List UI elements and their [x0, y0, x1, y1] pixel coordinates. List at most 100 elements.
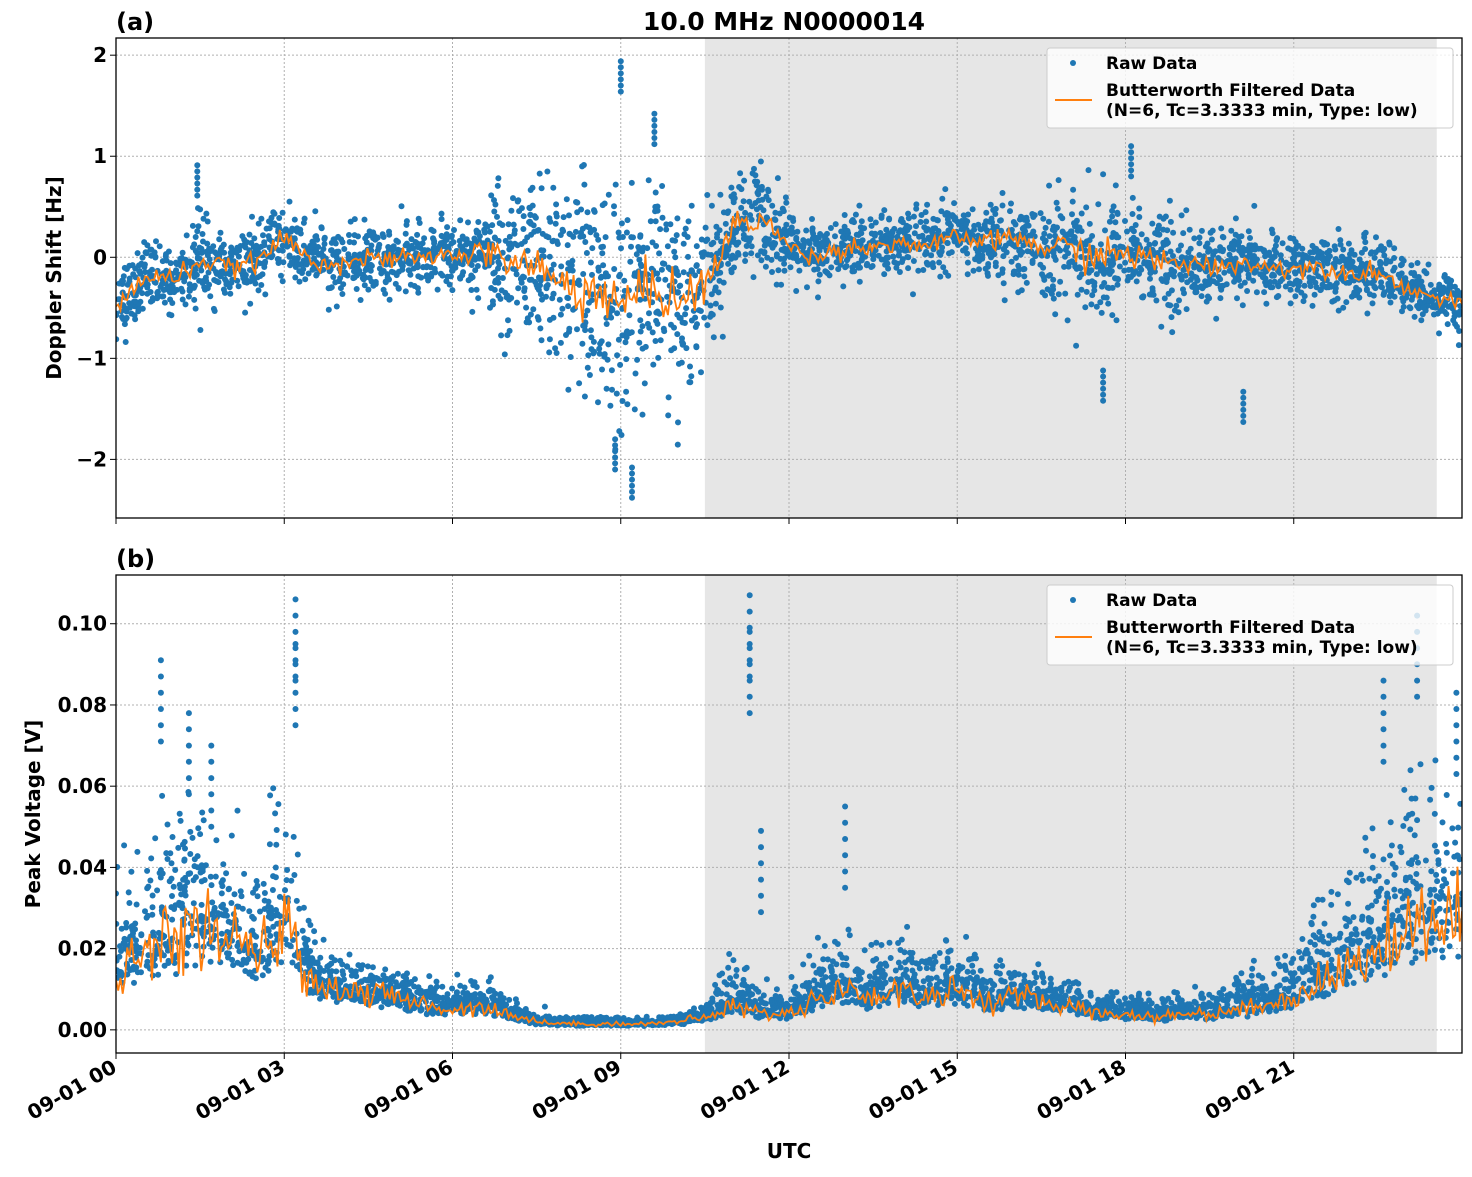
- chart-title: 10.0 MHz N0000014: [643, 7, 925, 36]
- raw-data-point: [508, 295, 514, 301]
- raw-data-point: [1160, 240, 1166, 246]
- raw-data-point: [354, 286, 360, 292]
- raw-data-point: [248, 970, 254, 976]
- raw-data-point: [412, 976, 418, 982]
- raw-data-point: [228, 900, 234, 906]
- raw-data-point: [192, 963, 198, 969]
- raw-data-point: [653, 338, 659, 344]
- raw-data-point: [466, 240, 472, 246]
- raw-data-point: [159, 294, 165, 300]
- raw-data-point: [1046, 219, 1052, 225]
- raw-data-point: [694, 243, 700, 249]
- raw-data-point: [1199, 228, 1205, 234]
- raw-data-point: [851, 219, 857, 225]
- raw-data-point: [270, 785, 276, 791]
- raw-data-point: [492, 270, 498, 276]
- raw-data-point: [759, 184, 765, 190]
- raw-data-point: [526, 319, 532, 325]
- raw-data-point: [1319, 256, 1325, 262]
- raw-data-point: [1085, 279, 1091, 285]
- y-tick-label: 0: [93, 245, 107, 269]
- raw-data-point: [652, 208, 658, 214]
- raw-data-point: [278, 273, 284, 279]
- raw-data-point: [558, 232, 564, 238]
- raw-data-point: [439, 216, 445, 222]
- raw-data-point: [628, 244, 634, 250]
- raw-data-point: [1390, 268, 1396, 274]
- raw-data-point: [169, 893, 175, 899]
- raw-data-point: [537, 325, 543, 331]
- raw-data-point: [213, 874, 219, 880]
- raw-data-point: [386, 1001, 392, 1007]
- raw-data-point: [1254, 289, 1260, 295]
- raw-data-point: [1240, 389, 1246, 395]
- raw-data-point: [249, 214, 255, 220]
- raw-data-point: [807, 241, 813, 247]
- raw-data-point: [143, 249, 149, 255]
- raw-data-point: [520, 226, 526, 232]
- raw-data-point: [613, 182, 619, 188]
- raw-data-point: [1335, 296, 1341, 302]
- raw-data-point: [1399, 308, 1405, 314]
- raw-data-point: [550, 238, 556, 244]
- raw-data-point: [218, 273, 224, 279]
- raw-data-point: [294, 898, 300, 904]
- raw-data-point: [273, 842, 279, 848]
- raw-data-point: [962, 227, 968, 233]
- raw-data-point: [424, 263, 430, 269]
- raw-data-point: [267, 933, 273, 939]
- raw-data-point: [643, 344, 649, 350]
- raw-data-point: [793, 255, 799, 261]
- raw-data-point: [1002, 297, 1008, 303]
- raw-data-point: [138, 931, 144, 937]
- raw-data-point: [446, 260, 452, 266]
- raw-data-point: [714, 235, 720, 241]
- raw-data-point: [120, 278, 126, 284]
- raw-data-point: [677, 283, 683, 289]
- raw-data-point: [550, 185, 556, 191]
- raw-data-point: [1024, 218, 1030, 224]
- raw-data-point: [502, 351, 508, 357]
- raw-data-point: [547, 317, 553, 323]
- raw-data-point: [1152, 241, 1158, 247]
- raw-data-point: [775, 267, 781, 273]
- raw-data-point: [224, 913, 230, 919]
- raw-data-point: [663, 227, 669, 233]
- raw-data-point: [728, 185, 734, 191]
- raw-data-point: [506, 997, 512, 1003]
- raw-data-point: [709, 241, 715, 247]
- raw-data-point: [651, 117, 657, 123]
- raw-data-point: [1212, 248, 1218, 254]
- raw-data-point: [881, 271, 887, 277]
- raw-data-point: [439, 233, 445, 239]
- raw-data-point: [1041, 231, 1047, 237]
- raw-data-point: [216, 236, 222, 242]
- raw-data-point: [769, 203, 775, 209]
- raw-data-point: [1069, 258, 1075, 264]
- raw-data-point: [413, 239, 419, 245]
- raw-data-point: [347, 239, 353, 245]
- raw-data-point: [637, 232, 643, 238]
- raw-data-point: [1019, 249, 1025, 255]
- raw-data-point: [291, 834, 297, 840]
- raw-data-point: [203, 275, 209, 281]
- raw-data-point: [1056, 177, 1062, 183]
- raw-data-point: [198, 246, 204, 252]
- raw-data-point: [570, 234, 576, 240]
- raw-data-point: [591, 339, 597, 345]
- raw-data-point: [265, 903, 271, 909]
- raw-data-point: [1128, 274, 1134, 280]
- raw-data-point: [707, 314, 713, 320]
- raw-data-point: [1327, 253, 1333, 259]
- raw-data-point: [440, 273, 446, 279]
- raw-data-point: [160, 258, 166, 264]
- y-tick-label: 2: [93, 43, 107, 67]
- raw-data-point: [780, 206, 786, 212]
- raw-data-point: [612, 467, 618, 473]
- raw-data-point: [1208, 230, 1214, 236]
- raw-data-point: [395, 239, 401, 245]
- raw-data-point: [1176, 297, 1182, 303]
- raw-data-point: [1110, 285, 1116, 291]
- raw-data-point: [479, 994, 485, 1000]
- raw-data-point: [407, 272, 413, 278]
